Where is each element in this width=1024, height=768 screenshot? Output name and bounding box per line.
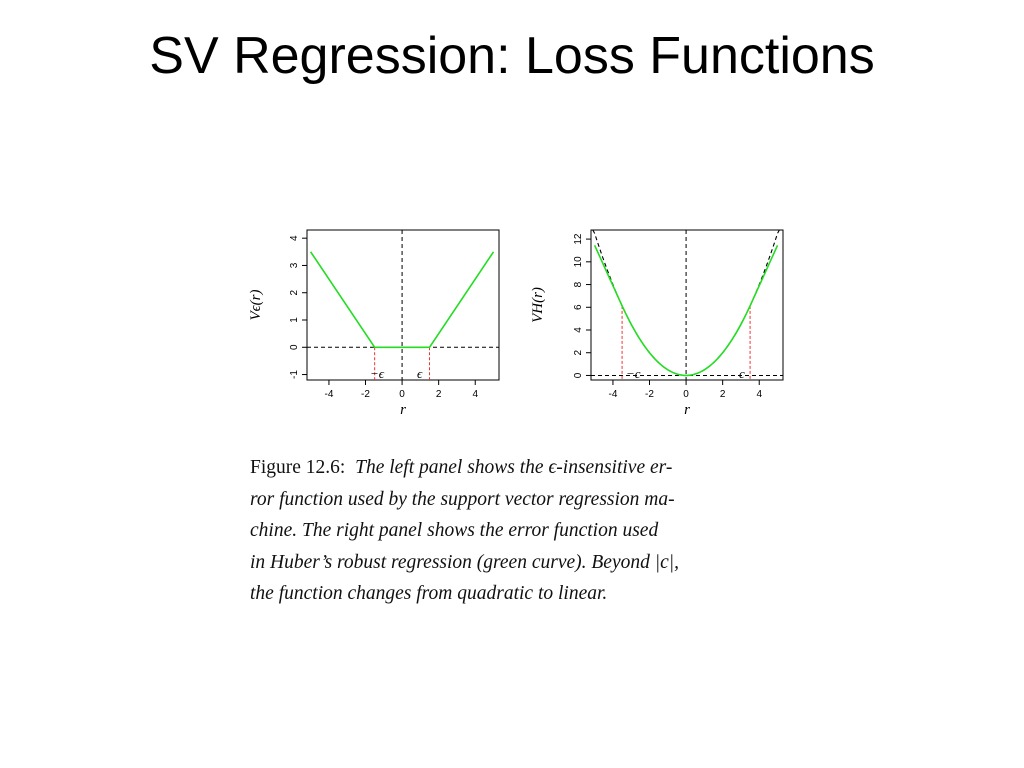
left-y-tick-label: 2	[289, 290, 300, 296]
right-y-tick-label: 6	[573, 304, 584, 310]
right-y-tick-label: 4	[573, 327, 584, 333]
left-x-tick-label: 4	[472, 389, 478, 400]
right-x-tick-label: 0	[683, 389, 689, 400]
right-y-tick-label: 2	[573, 350, 584, 356]
left-y-tick-label: 3	[289, 262, 300, 268]
left-annotation-epsilon: ϵ	[417, 366, 423, 381]
caption-line: Figure 12.6: The left panel shows the ϵ-…	[250, 452, 790, 484]
caption-line: the function changes from quadratic to l…	[250, 583, 608, 604]
right-x-tick-label: 4	[756, 389, 762, 400]
right-y-axis: 0 2 4 6 8 10 12	[573, 233, 591, 378]
right-x-tick-label: -2	[645, 389, 654, 400]
caption-label: Figure 12.6:	[250, 457, 346, 478]
right-x-axis-label: r	[684, 402, 690, 418]
right-y-tick-label: 12	[573, 233, 584, 245]
right-y-axis-label: VH(r)	[530, 287, 546, 323]
left-y-tick-label: 4	[289, 235, 300, 241]
left-x-tick-label: 0	[399, 389, 405, 400]
left-x-tick-label: -4	[324, 389, 333, 400]
right-reference-lines	[591, 230, 783, 380]
caption-line: chine. The right panel shows the error f…	[250, 520, 659, 541]
right-annotation-c: c	[739, 366, 745, 381]
slide-title: SV Regression: Loss Functions	[149, 27, 875, 85]
right-x-axis: -4 -2 0 2 4	[608, 380, 762, 400]
left-annotation-neg-epsilon: −ϵ	[370, 366, 385, 381]
left-y-tick-label: -1	[289, 370, 300, 379]
left-y-tick-label: 0	[289, 344, 300, 350]
left-y-axis-label: Vϵ(r)	[248, 289, 264, 320]
right-annotation-neg-c: −c	[626, 366, 641, 381]
right-huber-series-line	[593, 245, 779, 377]
right-y-tick-label: 10	[573, 256, 584, 268]
left-series-line	[309, 251, 495, 349]
left-plot-frame	[306, 229, 500, 381]
right-y-tick-label: 8	[573, 281, 584, 287]
right-x-tick-label: -4	[608, 389, 617, 400]
caption-line: ror function used by the support vector …	[250, 488, 675, 510]
figure-caption: Figure 12.6: The left panel shows the ϵ-…	[250, 452, 790, 610]
right-x-tick-label: 2	[720, 389, 726, 400]
left-reference-lines	[307, 230, 499, 380]
caption-text: The left panel shows the ϵ-insensitive e…	[355, 457, 673, 478]
left-y-axis: -1 0 1 2 3 4	[289, 235, 307, 379]
left-panel: -4 -2 0 2 4 -1 0 1 2 3 4 −ϵ ϵ r Vϵ(r)	[248, 229, 500, 418]
left-x-tick-label: -2	[361, 389, 370, 400]
left-x-axis: -4 -2 0 2 4	[324, 380, 478, 400]
left-x-axis-label: r	[400, 402, 406, 418]
left-y-tick-label: 1	[289, 317, 300, 323]
right-y-tick-label: 0	[573, 372, 584, 378]
right-plot-frame	[590, 229, 784, 381]
left-x-tick-label: 2	[436, 389, 442, 400]
caption-line: in Huber’s robust regression (green curv…	[250, 551, 679, 573]
right-panel: -4 -2 0 2 4 0 2 4 6 8 10 12 −c c r VH(r)	[530, 229, 784, 418]
